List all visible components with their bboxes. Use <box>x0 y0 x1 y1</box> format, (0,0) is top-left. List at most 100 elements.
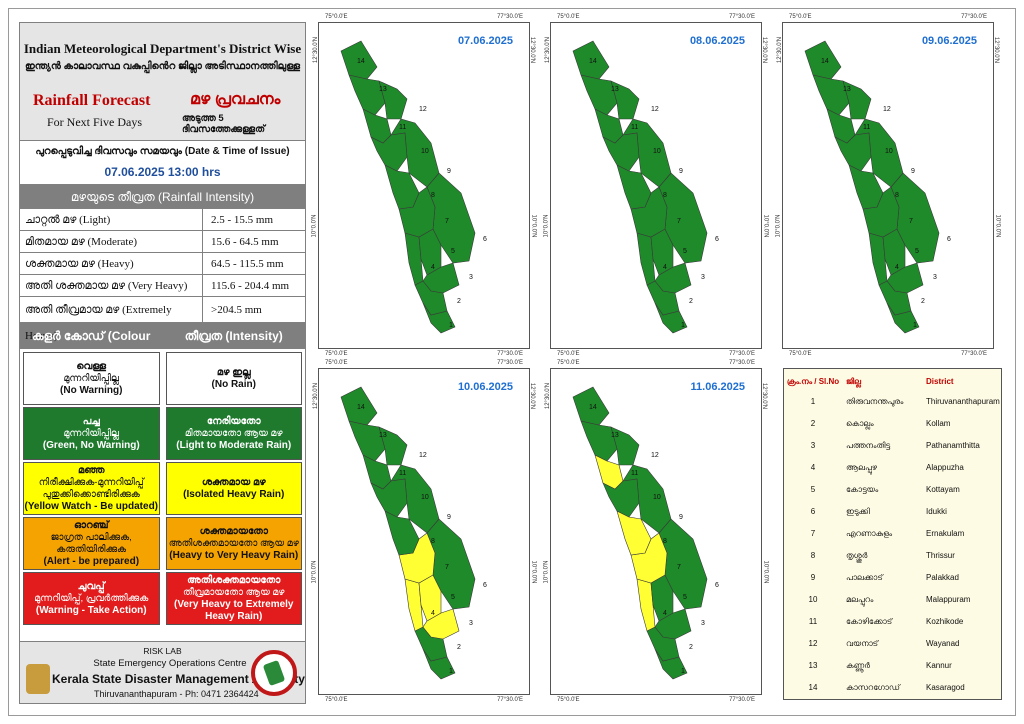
district-2-label: 2 <box>457 298 461 305</box>
district-5-label: 5 <box>683 594 687 601</box>
intensity-green: നേരിയതോ മിതമായതോ ആയ മഴ (Light to Moderate … <box>165 407 302 460</box>
district-name-ml: എറണാകുളം <box>846 529 893 538</box>
col-district-en: District <box>926 377 954 386</box>
map-date: 08.06.2025 <box>689 35 745 47</box>
district-row: 12 വയനാട് Wayanad <box>784 633 1001 655</box>
district-9-label: 9 <box>911 168 915 175</box>
district-7-label: 7 <box>677 218 681 225</box>
intensity-white: മഴ ഇല്ല (No Rain) <box>165 352 302 405</box>
tick-lat-mid-left: 10°0.0'N <box>543 214 550 238</box>
risk-lab-label: RISK LAB <box>143 646 182 656</box>
district-3-label: 3 <box>701 620 705 627</box>
district-13-area <box>580 420 618 462</box>
district-no: 3 <box>810 441 816 450</box>
district-5-label: 5 <box>451 594 455 601</box>
district-13-label: 13 <box>379 432 387 439</box>
district-1-label: 1 <box>913 322 917 329</box>
intensity-row: ചാറ്റൽ മഴ (Light) 2.5 - 15.5 mm <box>20 209 305 231</box>
district-name-en: Malappuram <box>926 595 971 604</box>
district-14-label: 14 <box>357 58 365 65</box>
intensity-label: അതി തീവ്രമായ മഴ (Extremely Heavy) <box>20 297 203 342</box>
col-district-ml: ജില്ല <box>846 377 861 386</box>
district-name-en: Ernakulam <box>926 529 965 538</box>
intensity-desc-en: (Very Heavy to Extremely Heavy Rain) <box>173 598 294 622</box>
district-3-label: 3 <box>933 274 937 281</box>
tick-lon-left-bottom: 75°0.0'E <box>557 697 580 703</box>
intensity-heading: മഴയുടെ തീവ്രത (Rainfall Intensity) <box>20 185 305 209</box>
header-block: Indian Meteorological Department's Distr… <box>20 23 305 141</box>
district-no: 7 <box>810 529 816 538</box>
colour-code-yellow: മഞ്ഞ നിരീക്ഷിക്കുക-മുന്നറിയിപ്പ് പുതുക്കി… <box>23 462 160 515</box>
ksdma-logo-icon <box>251 650 297 696</box>
district-no: 11 <box>808 617 818 626</box>
district-name-ml: കൊല്ലം <box>846 419 874 428</box>
forecast-map: 1 2 3 4 5 6 7 8 9 10 11 12 13 14 09.06.2025 75°0.0'E 77°… <box>775 14 1000 357</box>
district-2-label: 2 <box>689 644 693 651</box>
colour-desc: മുന്നറിയിപ്പ്, പ്രവർത്തിക്കുക <box>34 592 149 604</box>
intensity-row: മിതമായ മഴ (Moderate) 15.6 - 64.5 mm <box>20 231 305 253</box>
district-name-en: Thiruvananthapuram <box>926 397 1000 406</box>
district-12-label: 12 <box>419 106 427 113</box>
tick-lon-right-top: 77°30.0'E <box>729 360 755 366</box>
district-name-en: Alappuzha <box>926 463 964 472</box>
district-no: 2 <box>810 419 816 428</box>
district-row: 11 കോഴിക്കോട് Kozhikode <box>784 611 1001 633</box>
intensity-range: 2.5 - 15.5 mm <box>211 214 274 226</box>
forecast-title-ml: മഴ പ്രവചനം <box>190 91 281 108</box>
district-name-ml: കോട്ടയം <box>846 485 879 494</box>
intensity-col-label: തീവ്രത (Intensity) <box>184 329 283 343</box>
intensity-range: 15.6 - 64.5 mm <box>211 236 279 248</box>
district-8-area <box>616 510 652 556</box>
district-no: 13 <box>808 661 818 670</box>
district-13-area <box>812 74 850 116</box>
tick-lon-left-top: 75°0.0'E <box>557 14 580 20</box>
district-9-label: 9 <box>679 514 683 521</box>
district-5-label: 5 <box>915 248 919 255</box>
tick-lon-right-top: 77°30.0'E <box>497 360 523 366</box>
district-6-label: 6 <box>483 582 487 589</box>
district-row: 6 ഇടുക്കി Idukki <box>784 501 1001 523</box>
district-name-en: Kozhikode <box>926 617 964 626</box>
district-row: 5 കോട്ടയം Kottayam <box>784 479 1001 501</box>
tick-lat-top-right: 12°30.0'N <box>760 382 767 410</box>
colour-desc-en: (Alert - be prepared) <box>43 555 140 567</box>
colour-name: വെള്ള <box>76 360 107 372</box>
district-row: 8 തൃശ്ശൂർ Thrissur <box>784 545 1001 567</box>
district-4-label: 4 <box>431 610 435 617</box>
district-11-label: 11 <box>399 470 406 477</box>
tick-lat-mid-right: 10°0.0'N <box>530 560 537 584</box>
tick-lat-top-left: 12°30.0'N <box>545 382 552 410</box>
tick-lat-mid-left: 10°0.0'N <box>775 214 782 238</box>
district-name-en: Kannur <box>926 661 952 670</box>
district-12-label: 12 <box>883 106 891 113</box>
district-table: ക്രം.നം / Sl.No ജില്ല District 1 തിരുവനന്… <box>783 368 1002 700</box>
seoc-label: State Emergency Operations Centre <box>93 658 247 669</box>
map-date: 10.06.2025 <box>457 381 513 393</box>
district-6-label: 6 <box>483 236 487 243</box>
district-4-label: 4 <box>895 264 899 271</box>
district-3-label: 3 <box>469 620 473 627</box>
legend-panel: Indian Meteorological Department's Distr… <box>19 22 306 704</box>
tick-lon-left-bottom: 75°0.0'E <box>325 351 348 357</box>
district-2-label: 2 <box>689 298 693 305</box>
colour-desc-en: (No Warning) <box>60 384 123 396</box>
district-1-label: 1 <box>681 322 685 329</box>
district-name-ml: തൃശ്ശൂർ <box>846 551 868 560</box>
map-date: 09.06.2025 <box>921 35 977 47</box>
district-4-label: 4 <box>663 610 667 617</box>
tick-lon-left-top: 75°0.0'E <box>557 360 580 366</box>
district-row: 7 എറണാകുളം Ernakulam <box>784 523 1001 545</box>
tick-lon-right-bottom: 77°30.0'E <box>729 351 755 357</box>
intensity-name: ശക്തമായതോ <box>199 525 268 537</box>
district-10-label: 10 <box>885 148 893 155</box>
district-14-area <box>572 386 610 426</box>
district-14-label: 14 <box>821 58 829 65</box>
tick-lat-mid-left: 10°0.0'N <box>311 214 318 238</box>
district-2-label: 2 <box>457 644 461 651</box>
colour-code-red: ചുവപ്പ് മുന്നറിയിപ്പ്, പ്രവർത്തിക്കുക (War… <box>23 572 160 625</box>
district-3-label: 3 <box>469 274 473 281</box>
colour-code-green: പച്ച മുന്നറിയിപ്പില്ല (Green, No Warning) <box>23 407 160 460</box>
district-no: 10 <box>808 595 818 604</box>
